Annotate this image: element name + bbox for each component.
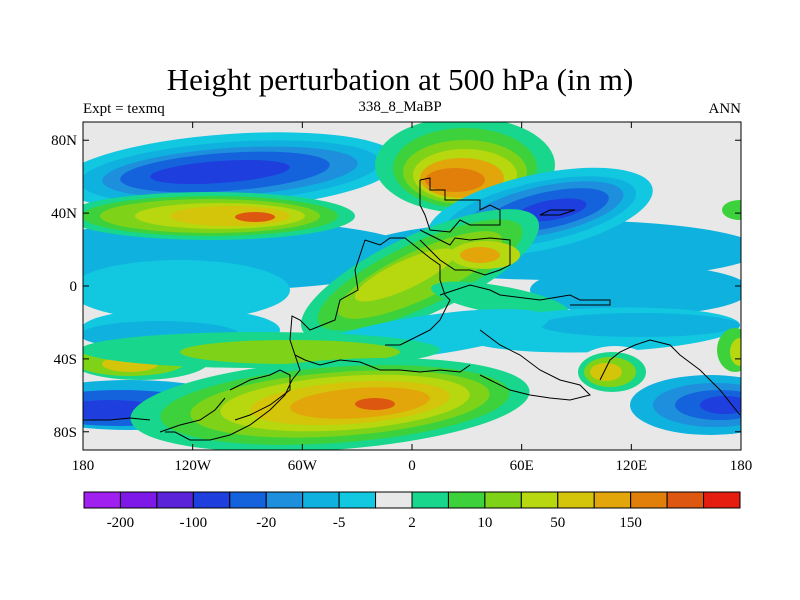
colorbar-swatch [229,491,267,509]
colorbar-label: 50 [550,515,565,531]
colorbar-label: -100 [180,515,208,531]
map-title: Height perturbation at 500 hPa (in m) [166,62,634,97]
colorbar-swatch [520,491,559,509]
colorbar-label: 10 [477,515,492,531]
colorbar-swatch [630,491,668,509]
lat-tick-label: 40S [54,352,77,368]
coastline-segment [229,369,291,421]
contour-region [530,265,741,315]
lon-tick-label: 0 [408,458,416,474]
contour-region [730,338,741,366]
coastline-segment [439,284,611,306]
case-label: 338_8_MaBP [358,99,442,115]
contour-region [355,398,395,410]
colorbar-label: -200 [107,515,135,531]
season-label: ANN [708,101,742,117]
coastline [83,177,741,441]
contour-region [590,363,622,381]
contour-region [150,159,290,185]
colorbar-swatch [83,491,121,509]
contour-region [540,313,740,337]
coastline-segment [479,329,591,401]
colorbar-labels: -200 -100 -20 -5 2 10 50 150 [107,515,642,531]
lat-tick-label: 0 [70,279,78,295]
contour-region [460,247,500,263]
colorbar-swatch [666,491,705,509]
colorbar-label: 2 [408,515,416,531]
colorbar-swatch [703,491,741,509]
contour-region [722,200,741,220]
contour-region [180,340,400,364]
coastline-segment [539,209,576,216]
experiment-label: Expt = texmq [83,101,165,117]
colorbar-swatch [593,491,632,509]
coastline-segment [289,239,366,356]
lon-tick-label: 180 [730,458,753,474]
lon-tick-label: 120W [174,458,212,474]
colorbar-swatch [447,491,486,509]
lon-tick-label: 180 [72,458,95,474]
coastline-segment [83,417,151,421]
colorbar-swatch [557,491,595,509]
colorbar-swatch [119,491,158,509]
colorbar-label: -5 [333,515,346,531]
filled-contours [83,122,741,450]
contour-region [354,248,456,302]
colorbar-swatch [411,491,449,509]
contour-region [425,168,485,192]
coastline-segment [159,397,226,433]
colorbar-swatch [265,491,304,509]
coastline-segment [364,237,451,346]
colorbar-swatch [484,491,522,509]
contour-region [431,281,569,319]
lon-tick-label: 60E [510,458,534,474]
colorbar-swatch [156,491,194,509]
lat-tick-label: 40N [51,206,77,222]
coastline-segment [294,354,471,373]
coastline-segment [165,354,301,441]
latitude-axis: 80N 40N 0 40S 80S [51,133,741,441]
longitude-axis: 180 120W 60W 0 60E 120E 180 [72,122,753,474]
colorbar-swatch [375,491,413,509]
contour-region [83,260,290,320]
colorbar [83,491,741,509]
contour-region [235,212,275,222]
coastline-segment [599,339,741,416]
lat-tick-label: 80S [54,425,77,441]
colorbar-label: -20 [256,515,276,531]
colorbar-label: 150 [619,515,642,531]
lon-tick-label: 60W [288,458,318,474]
coastline-segment [419,177,501,233]
colorbar-swatch [192,491,231,509]
lon-tick-label: 120E [615,458,647,474]
lat-tick-label: 80N [51,133,77,149]
colorbar-swatch [338,491,377,509]
coastline-segment [419,229,511,276]
colorbar-swatch [302,491,340,509]
contour-region [700,396,741,414]
